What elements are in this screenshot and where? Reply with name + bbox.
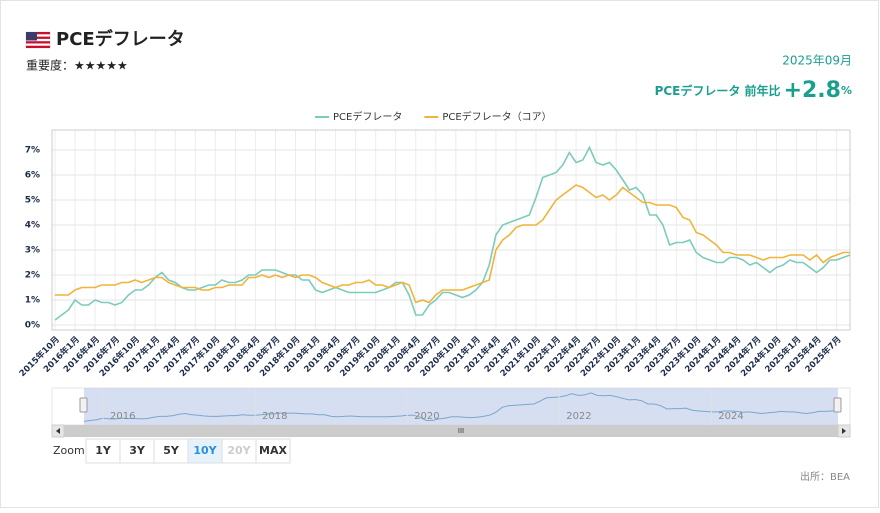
legend-label: PCEデフレータ — [333, 110, 402, 123]
zoom-label: Zoom — [53, 444, 85, 457]
series-line — [55, 184, 850, 304]
legend-label: PCEデフレータ（コア） — [442, 110, 551, 123]
zoom-button[interactable]: MAX — [255, 438, 291, 464]
navigator-handle[interactable] — [79, 397, 88, 413]
zoom-button: 20Y — [221, 438, 257, 464]
navigator-label: 2016 — [110, 411, 135, 422]
arrow — [842, 428, 846, 434]
zoom-button-bg — [119, 438, 155, 464]
y-tick-label: 5% — [25, 196, 40, 206]
zoom-button-label: MAX — [259, 444, 287, 457]
y-tick-label: 4% — [25, 221, 40, 231]
zoom-button-bg — [153, 438, 189, 464]
zoom-button-label: 3Y — [129, 444, 146, 457]
y-tick-label: 7% — [25, 146, 40, 156]
zoom-button-label: 5Y — [163, 444, 180, 457]
title: PCEデフレータ — [56, 28, 185, 50]
y-tick-label: 1% — [25, 296, 40, 306]
source: 出所：BEA — [800, 470, 850, 483]
series-line — [54, 145, 851, 321]
zoom-button-label: 20Y — [227, 444, 251, 457]
navigator-label: 2018 — [262, 411, 287, 422]
zoom-button-bg — [85, 438, 121, 464]
legend-item[interactable]: PCEデフレータ（コア） — [424, 110, 552, 123]
zoom-button-label: 10Y — [193, 444, 217, 457]
scroll-grip: III — [458, 427, 464, 435]
y-tick-label: 6% — [25, 171, 40, 181]
plot-border — [51, 129, 851, 331]
legend-item[interactable]: PCEデフレータ — [315, 110, 402, 123]
navigator-content: 2016 2018 2020 2022 2024 — [83, 388, 839, 425]
zoom-button[interactable]: 1Y — [85, 438, 121, 464]
zoom-button-label: 1Y — [95, 444, 112, 457]
scrollbar-thumb[interactable] — [64, 425, 838, 437]
latest-number: +2.8 — [784, 78, 841, 103]
zoom-button-bg — [255, 438, 291, 464]
importance: 重要度：★★★★★ — [26, 58, 128, 73]
zoom-buttons: 1Y 3Y 5Y 10Y 20Y MAX — [85, 438, 291, 464]
arrow — [56, 428, 60, 434]
zoom-button[interactable]: 3Y — [119, 438, 155, 464]
zoom-button[interactable]: 10Y — [187, 438, 223, 464]
y-tick-label: 3% — [25, 246, 40, 256]
latest-unit: % — [841, 84, 852, 97]
y-tick-label: 2% — [25, 271, 40, 281]
latest-value: PCEデフレータ 前年比 +2.8% — [655, 78, 852, 103]
latest-label: PCEデフレータ 前年比 — [655, 83, 781, 98]
navigator-label: 2024 — [718, 411, 743, 422]
us-flag — [25, 31, 51, 49]
navigator-label: 2022 — [566, 411, 591, 422]
navigator-selection[interactable] — [84, 388, 838, 425]
navigator-line — [83, 392, 839, 422]
zoom-button[interactable]: 5Y — [153, 438, 189, 464]
navigator-label: 2020 — [414, 411, 439, 422]
latest-date: 2025年09月 — [782, 54, 852, 68]
y-tick-label: 0% — [25, 321, 40, 331]
navigator-handle[interactable] — [833, 397, 842, 413]
